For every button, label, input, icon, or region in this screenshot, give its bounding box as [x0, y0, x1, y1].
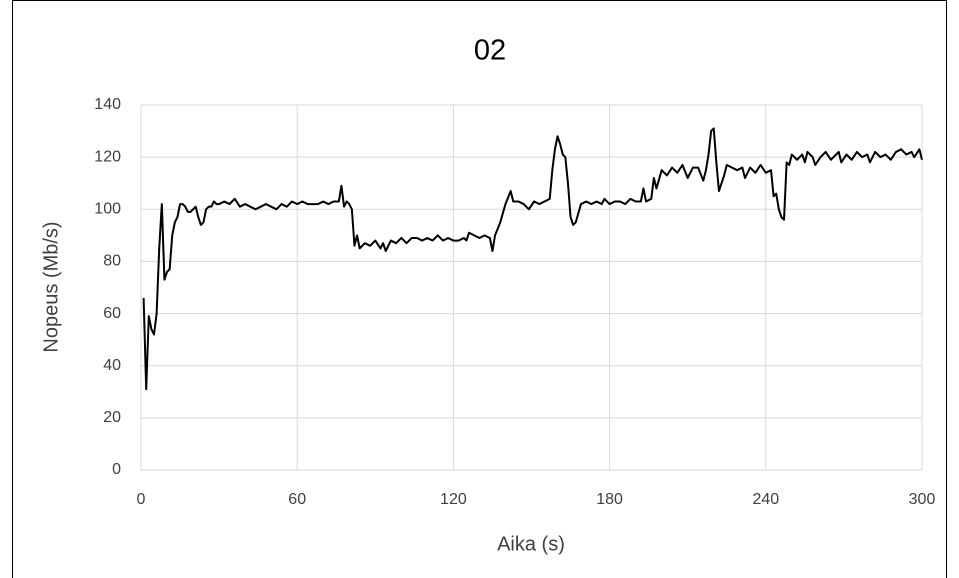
chart-border — [12, 0, 947, 578]
y-tick-label: 0 — [112, 461, 121, 478]
x-tick-label: 60 — [288, 491, 306, 508]
y-tick-label: 20 — [103, 409, 121, 426]
x-tick-label: 300 — [909, 491, 936, 508]
x-tick-label: 120 — [440, 491, 467, 508]
y-tick-label: 100 — [94, 201, 121, 218]
y-tick-label: 140 — [94, 96, 121, 113]
data-line — [142, 127, 923, 391]
x-tick-label: 0 — [137, 491, 146, 508]
y-tick-label: 40 — [103, 357, 121, 374]
x-tick-label: 240 — [752, 491, 779, 508]
y-tick-label: 120 — [94, 148, 121, 165]
x-axis-title: Aika (s) — [497, 533, 565, 555]
y-axis-title: Nopeus (Mb/s) — [40, 221, 62, 352]
chart-title: 02 — [474, 35, 506, 67]
x-tick-label: 180 — [596, 491, 623, 508]
y-tick-label: 60 — [103, 305, 121, 322]
y-tick-label: 80 — [103, 253, 121, 270]
